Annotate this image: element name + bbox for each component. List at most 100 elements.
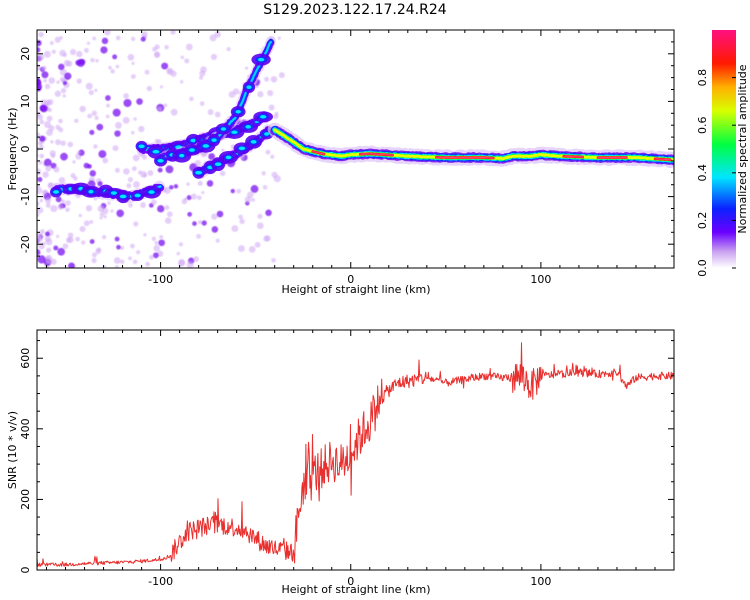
spectrogram-blob: [189, 148, 195, 152]
spectrogram-noise-blob: [164, 205, 170, 210]
spectrogram-hot-core: [435, 156, 494, 159]
spectrogram-noise-blob: [116, 244, 121, 250]
spectrogram-noise-blob: [230, 188, 235, 194]
spectrogram-noise-blob: [39, 198, 44, 203]
spectrogram-noise-blob: [99, 212, 104, 217]
spectrogram-noise-blob: [143, 233, 147, 237]
spectrogram-noise-blob: [115, 121, 122, 129]
spectrogram-noise-blob: [151, 199, 157, 205]
spectrogram-noise-blob: [263, 235, 270, 242]
spectrogram-noise-blob: [115, 35, 121, 41]
spectrogram-marks: [37, 30, 674, 268]
spectrogram-noise-blob: [221, 148, 225, 152]
snr-x-tick-label: -100: [148, 575, 173, 588]
spectrogram-noise-blob: [100, 46, 108, 54]
spectrogram-noise-blob: [37, 201, 40, 207]
spectrogram-noise-blob: [60, 140, 66, 146]
snr-x-ticks: -100 0 100: [46, 330, 675, 588]
spectrogram-noise-blob: [131, 61, 135, 65]
spectrogram-noise-blob: [267, 90, 274, 97]
spectrogram-noise-blob: [183, 197, 188, 201]
spectrogram-noise-blob: [87, 164, 92, 169]
spectrogram-noise-blob: [77, 150, 81, 155]
spectrogram-noise-blob: [270, 76, 278, 83]
spectrogram-noise-blob: [39, 229, 45, 234]
spectrogram-noise-blob: [197, 180, 203, 186]
spectrogram-noise-blob: [37, 55, 43, 62]
spectrogram-blob: [190, 138, 197, 143]
spectrogram-noise-blob: [131, 166, 137, 172]
spectrogram-noise-blob: [130, 36, 136, 42]
spectrogram-noise-blob: [216, 210, 224, 218]
spectrogram-blob: [246, 85, 252, 89]
spectrogram-hot-core: [563, 155, 584, 158]
spectrogram-noise-blob: [67, 236, 74, 244]
spectrogram-noise-blob: [178, 242, 184, 247]
spectrogram-noise-blob: [56, 234, 60, 238]
spectrogram-blob: [157, 159, 164, 163]
spectrogram-noise-blob: [62, 94, 66, 98]
spectrogram-noise-blob: [62, 53, 67, 58]
snr-x-tick-label: 0: [347, 575, 354, 588]
spectrogram-noise-blob: [48, 77, 56, 84]
spectrogram-noise-blob: [170, 70, 177, 77]
spectrogram-noise-blob: [186, 261, 194, 268]
spectrogram-noise-blob: [92, 36, 97, 41]
colorbar-tick-label: 0.8: [696, 69, 709, 87]
spectrogram-noise-blob: [186, 182, 190, 186]
spectrogram-noise-blob: [45, 197, 52, 204]
snr-y-ticks: 0 200 400 600: [19, 340, 674, 574]
spectrogram-noise-blob: [161, 62, 169, 70]
spectrogram-noise-blob: [271, 257, 276, 263]
spectrogram-noise-blob: [159, 234, 164, 239]
spectrogram-noise-blob: [214, 111, 221, 118]
spectrogram-x-label: Height of straight line (km): [281, 283, 430, 296]
spectrogram-noise-blob: [145, 261, 150, 267]
spectrogram-noise-blob: [130, 243, 135, 249]
spectrogram-noise-blob: [136, 250, 141, 255]
spectrogram-noise-blob: [78, 149, 85, 156]
spectrogram-noise-blob: [159, 85, 164, 89]
spectrogram-noise-blob: [45, 165, 52, 172]
spectrogram-noise-blob: [56, 80, 60, 84]
spectrogram-noise-blob: [179, 80, 184, 84]
spectrogram-noise-blob: [166, 211, 173, 218]
spectrogram-noise-blob: [93, 144, 98, 149]
spectrogram-noise-blob: [85, 205, 93, 212]
spectrogram-noise-blob: [270, 154, 275, 159]
spectrogram-noise-blob: [76, 50, 83, 58]
spectrogram-noise-blob: [257, 91, 264, 98]
colorbar: 0.0 0.2 0.4 0.6 0.8 Normalized spectral ampl…: [696, 30, 749, 277]
spectrogram-noise-blob: [102, 157, 109, 164]
spectrogram-noise-blob: [89, 129, 95, 135]
spectrogram-noise-blob: [37, 236, 43, 243]
spectrogram-noise-blob: [113, 257, 121, 264]
spectrogram-noise-blob: [208, 153, 216, 160]
spectrogram-noise-blob: [110, 69, 115, 74]
spectrogram-ridge: [192, 124, 274, 179]
colorbar-tick-label: 0.2: [696, 212, 709, 230]
spectrogram-noise-blob: [47, 107, 52, 112]
spectrogram-blob: [264, 132, 270, 136]
spectrogram-noise-blob: [37, 206, 44, 214]
spectrogram-noise-blob: [112, 54, 118, 60]
spectrogram-noise-blob: [277, 36, 281, 40]
spectrogram-hot-core: [312, 150, 325, 155]
spectrogram-noise-blob: [146, 85, 153, 92]
spectrogram-noise-blob: [62, 80, 68, 86]
spectrogram-noise-blob: [152, 46, 157, 52]
spectrogram-noise-blob: [57, 203, 64, 210]
spectrogram-noise-blob: [104, 30, 111, 36]
spectrogram-noise-blob: [206, 180, 214, 187]
spectrogram-noise-blob: [66, 60, 73, 67]
spectrogram-noise-blob: [114, 130, 121, 137]
spectrogram-noise-blob: [75, 236, 80, 242]
spectrogram-noise-blob: [41, 65, 47, 71]
snr-y-tick-label: 600: [19, 348, 32, 369]
spectrogram-noise-blob: [60, 152, 68, 161]
snr-frame: [36, 329, 675, 571]
spectrogram-noise-blob: [128, 202, 133, 208]
spectrogram-noise-blob: [147, 170, 154, 177]
spectrogram-noise-blob: [187, 211, 193, 217]
spectrogram-y-tick-label: 20: [19, 47, 32, 61]
